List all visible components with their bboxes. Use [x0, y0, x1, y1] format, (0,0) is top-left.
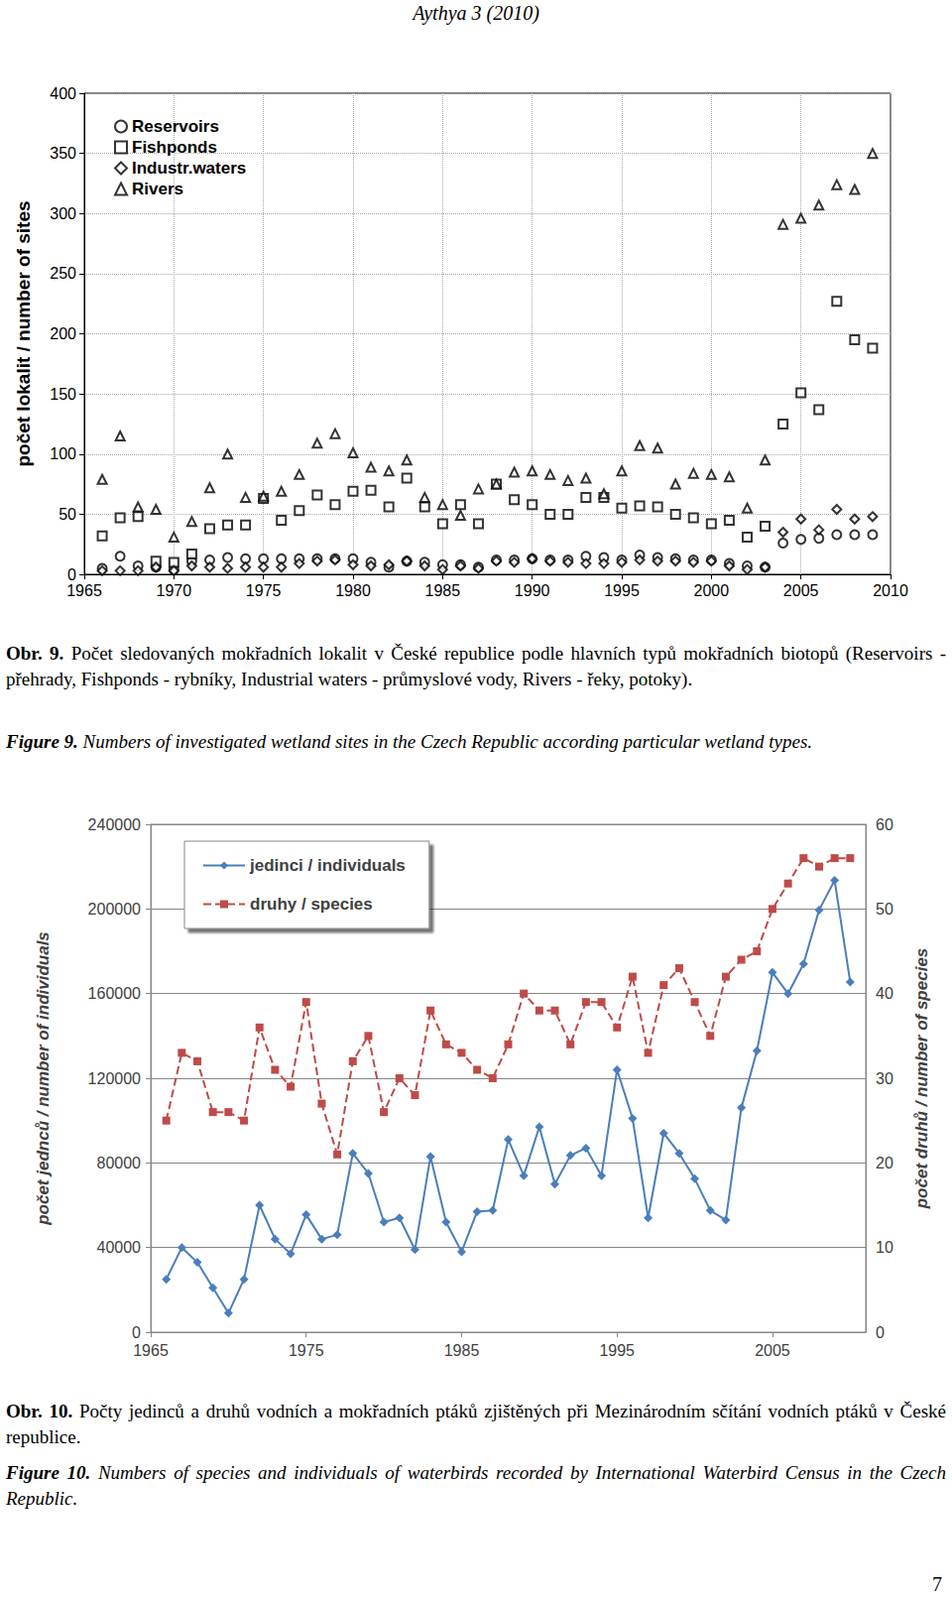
svg-text:Rivers: Rivers: [131, 179, 184, 199]
svg-text:80000: 80000: [97, 1154, 142, 1172]
svg-text:2005: 2005: [783, 582, 820, 599]
svg-text:počet lokalit / number of site: počet lokalit / number of sites: [12, 200, 34, 467]
svg-text:1970: 1970: [156, 582, 193, 599]
svg-text:40: 40: [875, 984, 894, 1002]
svg-text:2005: 2005: [754, 1341, 791, 1359]
html-text:Figure 9. Numbers of investiga: Figure 9. Numbers of investigated wetlan…: [5, 730, 813, 752]
svg-text:50: 50: [875, 900, 894, 918]
svg-text:150: 150: [49, 385, 77, 403]
svg-text:1975: 1975: [288, 1341, 325, 1359]
svg-text:10: 10: [875, 1238, 894, 1256]
svg-text:250: 250: [49, 264, 77, 282]
svg-text:Reservoirs: Reservoirs: [131, 117, 220, 136]
svg-text:1965: 1965: [66, 582, 103, 599]
html-text:7: 7: [932, 1572, 943, 1595]
svg-text:350: 350: [49, 144, 77, 162]
svg-text:240000: 240000: [88, 816, 141, 833]
svg-text:300: 300: [49, 205, 77, 223]
html-text:Obr. 9. Počet sledovaných mokř: Obr. 9. Počet sledovaných mokřadních lok…: [5, 642, 947, 690]
svg-text:0: 0: [131, 1323, 141, 1341]
svg-text:400: 400: [49, 85, 77, 103]
svg-text:0: 0: [67, 566, 77, 584]
svg-text:2000: 2000: [694, 582, 730, 599]
svg-text:160000: 160000: [88, 984, 141, 1002]
svg-text:1985: 1985: [444, 1341, 480, 1359]
html-text:Figure 10. Numbers of species: Figure 10. Numbers of species and indivi…: [5, 1461, 947, 1509]
svg-text:200: 200: [49, 325, 77, 343]
svg-text:1990: 1990: [514, 582, 551, 599]
svg-text:1985: 1985: [425, 582, 462, 599]
svg-text:druhy / species: druhy / species: [249, 894, 373, 914]
svg-text:počet druhů / number of specie: počet druhů / number of species: [912, 948, 932, 1210]
svg-text:2010: 2010: [872, 582, 909, 599]
svg-text:1975: 1975: [245, 582, 282, 599]
svg-text:100: 100: [49, 445, 77, 463]
svg-text:1980: 1980: [335, 582, 371, 599]
svg-text:40000: 40000: [97, 1238, 142, 1256]
svg-text:20: 20: [875, 1154, 894, 1172]
svg-text:1995: 1995: [598, 1341, 635, 1359]
svg-text:1995: 1995: [603, 582, 640, 599]
svg-text:počet jednců / number of indiv: počet jednců / number of individuals: [33, 931, 53, 1226]
svg-text:50: 50: [58, 505, 77, 523]
html-text:Aythya 3 (2010): Aythya 3 (2010): [412, 1, 540, 24]
svg-text:200000: 200000: [88, 900, 141, 918]
svg-text:0: 0: [875, 1323, 885, 1341]
svg-text:120000: 120000: [88, 1070, 141, 1087]
svg-text:60: 60: [875, 816, 894, 833]
html-text:Obr. 10. Počty jedinců a druhů: Obr. 10. Počty jedinců a druhů vodních a…: [5, 1400, 947, 1447]
svg-text:Fishponds: Fishponds: [131, 137, 218, 157]
svg-text:1965: 1965: [132, 1341, 169, 1359]
svg-text:Industr.waters: Industr.waters: [131, 158, 246, 178]
svg-text:jedinci / individuals: jedinci / individuals: [248, 855, 406, 875]
svg-text:30: 30: [875, 1070, 894, 1087]
